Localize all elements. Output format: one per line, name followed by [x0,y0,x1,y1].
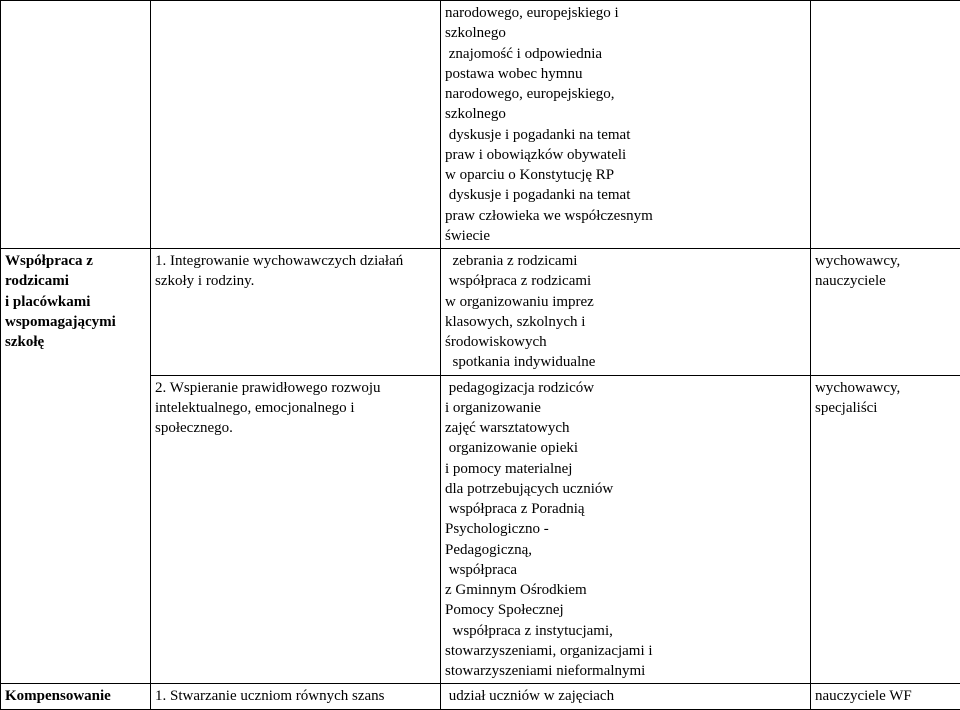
cell-c2-r0 [151,1,441,249]
cell-c3-r3: udział uczniów w zajęciach [441,684,811,709]
text-line: i organizowanie [445,398,806,418]
text-line: wychowawcy, [815,378,956,398]
cell-c4-r2: wychowawcy,specjaliści [811,375,960,684]
text-line: szkolnego [445,104,806,124]
text-line: i placówkami [5,292,146,312]
table-row: Kompensowanie 1. Stwarzanie uczniom równy… [1,684,960,709]
text-line: szkołę [5,332,146,352]
cell-c4-r1: wychowawcy,nauczyciele [811,249,960,376]
text-line: Pedagogiczną, [445,540,806,560]
cell-c2-r3: 1. Stwarzanie uczniom równych szans [151,684,441,709]
table-row: narodowego, europejskiego iszkolnego zna… [1,1,960,249]
cell-c2-r2: 2. Wspieranie prawidłowego rozwojuintele… [151,375,441,684]
text-line: udział uczniów w zajęciach [445,686,806,706]
text-line: znajomość i odpowiednia [445,44,806,64]
cell-c3-r2: pedagogizacja rodzicówi organizowaniezaj… [441,375,811,684]
text-line: zebrania z rodzicami [445,251,806,271]
text-line: pedagogizacja rodziców [445,378,806,398]
text-line: w organizowaniu imprez [445,292,806,312]
text-line: z Gminnym Ośrodkiem [445,580,806,600]
text-line: specjaliści [815,398,956,418]
text-line: Pomocy Społecznej [445,600,806,620]
text-line: dla potrzebujących uczniów [445,479,806,499]
text-line: Psychologiczno - [445,519,806,539]
text-line: zajęć warsztatowych [445,418,806,438]
text-line: środowiskowych [445,332,806,352]
text-line: praw człowieka we współczesnym [445,206,806,226]
text-line: stowarzyszeniami, organizacjami i [445,641,806,661]
text-line: świecie [445,226,806,246]
cell-c2-r1: 1. Integrowanie wychowawczych działańszk… [151,249,441,376]
cell-c1-r1: Współpraca zrodzicamii placówkamiwspomag… [1,249,151,684]
text-line: wychowawcy, [815,251,956,271]
text-line: dyskusje i pogadanki na temat [445,185,806,205]
text-line: nauczyciele WF [815,686,956,706]
cell-c4-r3: nauczyciele WF [811,684,960,709]
text-line: szkolnego [445,23,806,43]
text-line: organizowanie opieki [445,438,806,458]
text-line: współpraca [445,560,806,580]
text-line: praw i obowiązków obywateli [445,145,806,165]
text-line: klasowych, szkolnych i [445,312,806,332]
text-line: 1. Stwarzanie uczniom równych szans [155,686,436,706]
text-line: szkoły i rodziny. [155,271,436,291]
text-line: w oparciu o Konstytucję RP [445,165,806,185]
cell-c3-r1: zebrania z rodzicami współpraca z rodzic… [441,249,811,376]
text-line: postawa wobec hymnu [445,64,806,84]
text-line: nauczyciele [815,271,956,291]
cell-c4-r0 [811,1,960,249]
text-line: narodowego, europejskiego, [445,84,806,104]
text-line: narodowego, europejskiego i [445,3,806,23]
text-line: intelektualnego, emocjonalnego i [155,398,436,418]
text-line: Kompensowanie [5,686,146,706]
text-line: współpraca z instytucjami, [445,621,806,641]
text-line: współpraca z Poradnią [445,499,806,519]
cell-c1-r3: Kompensowanie [1,684,151,709]
cell-c1-r0 [1,1,151,249]
text-line: współpraca z rodzicami [445,271,806,291]
text-line: rodzicami [5,271,146,291]
text-line: stowarzyszeniami nieformalnymi [445,661,806,681]
text-line: społecznego. [155,418,436,438]
text-line: wspomagającymi [5,312,146,332]
cell-c3-r0: narodowego, europejskiego iszkolnego zna… [441,1,811,249]
text-line: Współpraca z [5,251,146,271]
text-line: i pomocy materialnej [445,459,806,479]
document-table: narodowego, europejskiego iszkolnego zna… [0,0,960,710]
text-line: dyskusje i pogadanki na temat [445,125,806,145]
text-line: 1. Integrowanie wychowawczych działań [155,251,436,271]
table-row: Współpraca zrodzicamii placówkamiwspomag… [1,249,960,376]
text-line: spotkania indywidualne [445,352,806,372]
text-line: 2. Wspieranie prawidłowego rozwoju [155,378,436,398]
